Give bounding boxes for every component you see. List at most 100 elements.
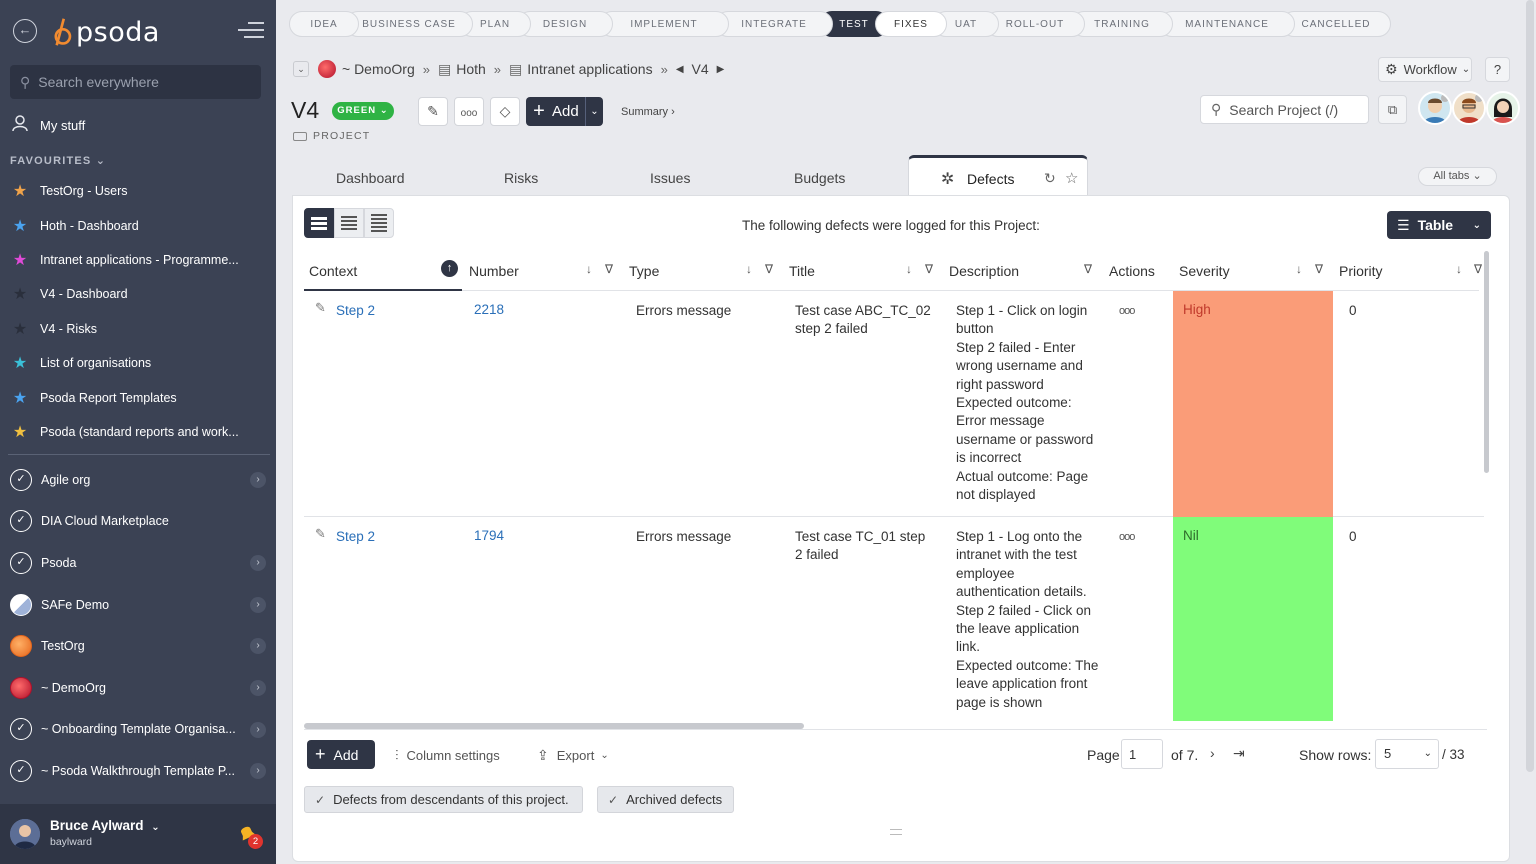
- view-dense-icon[interactable]: [364, 208, 394, 238]
- tab-budgets[interactable]: Budgets: [794, 170, 846, 186]
- breadcrumb-project[interactable]: V4: [691, 61, 709, 77]
- sidebar-item-organisation[interactable]: ✓ ~ Psoda Walkthrough Template P... ›: [0, 750, 276, 792]
- chevron-right-icon[interactable]: ›: [250, 679, 266, 696]
- user-name[interactable]: Bruce Aylward ⌄: [50, 818, 160, 833]
- breadcrumb-programme[interactable]: Hoth: [456, 61, 486, 77]
- tab-defects[interactable]: ✲ Defects ↻ ☆: [908, 155, 1088, 196]
- summary-link[interactable]: Summary ›: [621, 106, 675, 118]
- global-search-input[interactable]: [38, 74, 239, 90]
- chevron-right-icon[interactable]: ›: [250, 721, 266, 738]
- next-project-icon[interactable]: ▶: [716, 63, 725, 75]
- tab-issues[interactable]: Issues: [650, 170, 691, 186]
- column-header-number[interactable]: Number: [469, 263, 519, 279]
- sort-arrow-icon[interactable]: ↓: [1296, 262, 1302, 276]
- sidebar-item-organisation[interactable]: TestOrg ›: [0, 625, 276, 667]
- export-button[interactable]: ⇪ Export ⌄: [537, 747, 609, 763]
- add-button[interactable]: + Add ⌄: [526, 97, 603, 126]
- favourite-item[interactable]: ★ List of organisations: [0, 346, 276, 380]
- favourite-item[interactable]: ★ V4 - Risks: [0, 312, 276, 346]
- table-vertical-scrollbar[interactable]: [1484, 251, 1489, 473]
- column-settings-button[interactable]: ⫶ Column settings: [395, 747, 500, 763]
- back-icon[interactable]: ←: [13, 19, 37, 43]
- favourite-item[interactable]: ★ V4 - Dashboard: [0, 277, 276, 311]
- filter-icon[interactable]: ∇: [925, 262, 934, 276]
- stage-fixes[interactable]: FIXES: [875, 11, 947, 37]
- workflow-button[interactable]: ⚙ Workflow ⌄: [1378, 57, 1472, 82]
- row-actions-icon[interactable]: ooo: [1119, 305, 1135, 317]
- favourite-item[interactable]: ★ Intranet applications - Programme...: [0, 243, 276, 277]
- psoda-logo[interactable]: psoda: [50, 14, 160, 50]
- view-compact-icon[interactable]: [334, 208, 364, 238]
- filter-icon[interactable]: ∇: [1474, 262, 1483, 276]
- stage-cancelled[interactable]: CANCELLED: [1281, 11, 1391, 37]
- descendants-toggle[interactable]: ✓ Defects from descendants of this projec…: [304, 786, 583, 813]
- column-header-severity[interactable]: Severity: [1179, 263, 1230, 279]
- sidebar-item-organisation[interactable]: ✓ Psoda ›: [0, 542, 276, 584]
- sort-arrow-icon[interactable]: ↓: [746, 262, 752, 276]
- star-outline-icon[interactable]: ☆: [1065, 170, 1079, 187]
- breadcrumb-dropdown-chevron-icon[interactable]: ⌄: [293, 61, 309, 77]
- status-badge[interactable]: GREEN ⌄: [332, 102, 394, 120]
- chevron-right-icon[interactable]: ›: [250, 472, 266, 488]
- favourites-heading[interactable]: FAVOURITES ⌄: [10, 155, 107, 167]
- column-header-title[interactable]: Title: [789, 263, 815, 279]
- defect-context-link[interactable]: Step 2: [336, 303, 376, 318]
- tab-dashboard[interactable]: Dashboard: [336, 170, 405, 186]
- pencil-icon[interactable]: ✎: [315, 526, 326, 541]
- sort-arrow-icon[interactable]: ↓: [1456, 262, 1462, 276]
- filter-icon[interactable]: ∇: [1315, 262, 1324, 276]
- defect-number-link[interactable]: 2218: [474, 302, 505, 317]
- favourite-item[interactable]: ★ Psoda Report Templates: [0, 380, 276, 414]
- project-search[interactable]: ⚲ Search Project (/): [1200, 95, 1369, 124]
- collapse-menu-icon[interactable]: [238, 22, 264, 40]
- help-button[interactable]: ?: [1485, 57, 1510, 82]
- avatar[interactable]: [1486, 91, 1520, 125]
- sidebar-item-organisation[interactable]: ✓ ~ Onboarding Template Organisa... ›: [0, 709, 276, 751]
- stage-idea[interactable]: IDEA: [289, 11, 359, 37]
- defect-context-link[interactable]: Step 2: [336, 529, 376, 544]
- archived-toggle[interactable]: ✓ Archived defects: [597, 786, 734, 813]
- sidebar-item-organisation[interactable]: ✓ Agile org ›: [0, 459, 276, 501]
- tab-risks[interactable]: Risks: [504, 170, 539, 186]
- sort-ascending-icon[interactable]: ↑: [441, 260, 458, 277]
- breadcrumb-org[interactable]: ~ DemoOrg: [342, 61, 415, 77]
- more-options-button[interactable]: ooo: [454, 97, 484, 126]
- chevron-right-icon[interactable]: ›: [250, 555, 266, 572]
- chevron-right-icon[interactable]: ›: [250, 596, 266, 613]
- column-header-context[interactable]: Context: [309, 263, 358, 279]
- sort-arrow-icon[interactable]: ↓: [586, 262, 592, 276]
- chevron-down-icon[interactable]: ⌄: [585, 97, 603, 126]
- share-icon[interactable]: ⧉: [1378, 95, 1407, 124]
- stage-roll-out[interactable]: ROLL-OUT: [985, 11, 1085, 37]
- stage-training[interactable]: TRAINING: [1071, 11, 1173, 37]
- stage-design[interactable]: DESIGN: [517, 11, 613, 37]
- tag-button[interactable]: ◇: [490, 97, 520, 126]
- avatar[interactable]: [1418, 91, 1452, 125]
- filter-icon[interactable]: ∇: [1084, 262, 1093, 276]
- sidebar-item-organisation[interactable]: ~ DemoOrg ›: [0, 667, 276, 709]
- avatar[interactable]: [10, 819, 40, 849]
- stage-implement[interactable]: IMPLEMENT: [599, 11, 729, 37]
- filter-icon[interactable]: ∇: [605, 262, 614, 276]
- page-vertical-scrollbar[interactable]: [1526, 0, 1534, 772]
- favourite-item[interactable]: ★ Hoth - Dashboard: [0, 208, 276, 242]
- previous-project-icon[interactable]: ◀: [675, 63, 684, 75]
- pencil-icon[interactable]: ✎: [315, 300, 326, 315]
- all-tabs-dropdown[interactable]: All tabs ⌄: [1418, 167, 1497, 186]
- favourite-item[interactable]: ★ TestOrg - Users: [0, 174, 276, 208]
- global-search[interactable]: ⚲: [10, 65, 261, 99]
- sort-arrow-icon[interactable]: ↓: [906, 262, 912, 276]
- rows-per-page-select[interactable]: 5 ⌄: [1375, 739, 1439, 769]
- panel-resize-grip-icon[interactable]: [890, 829, 902, 835]
- sidebar-item-organisation[interactable]: ✓ DIA Cloud Marketplace: [0, 501, 276, 543]
- avatar[interactable]: [1452, 91, 1486, 125]
- refresh-icon[interactable]: ↻: [1044, 170, 1056, 186]
- column-header-priority[interactable]: Priority: [1339, 263, 1383, 279]
- my-stuff-link[interactable]: My stuff: [10, 113, 85, 137]
- row-actions-icon[interactable]: ooo: [1119, 531, 1135, 543]
- page-number-input[interactable]: [1121, 739, 1163, 769]
- add-defect-button[interactable]: + Add: [307, 740, 375, 769]
- stage-integrate[interactable]: INTEGRATE: [715, 11, 833, 37]
- chevron-right-icon[interactable]: ›: [250, 763, 266, 780]
- table-horizontal-scrollbar[interactable]: [304, 723, 804, 729]
